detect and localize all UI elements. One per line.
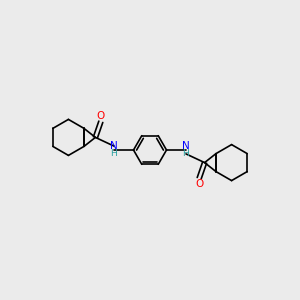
Text: O: O [97,111,105,122]
Text: N: N [182,141,190,151]
Text: H: H [183,149,189,158]
Text: N: N [110,141,118,151]
Text: O: O [195,178,203,189]
Text: H: H [111,149,117,158]
